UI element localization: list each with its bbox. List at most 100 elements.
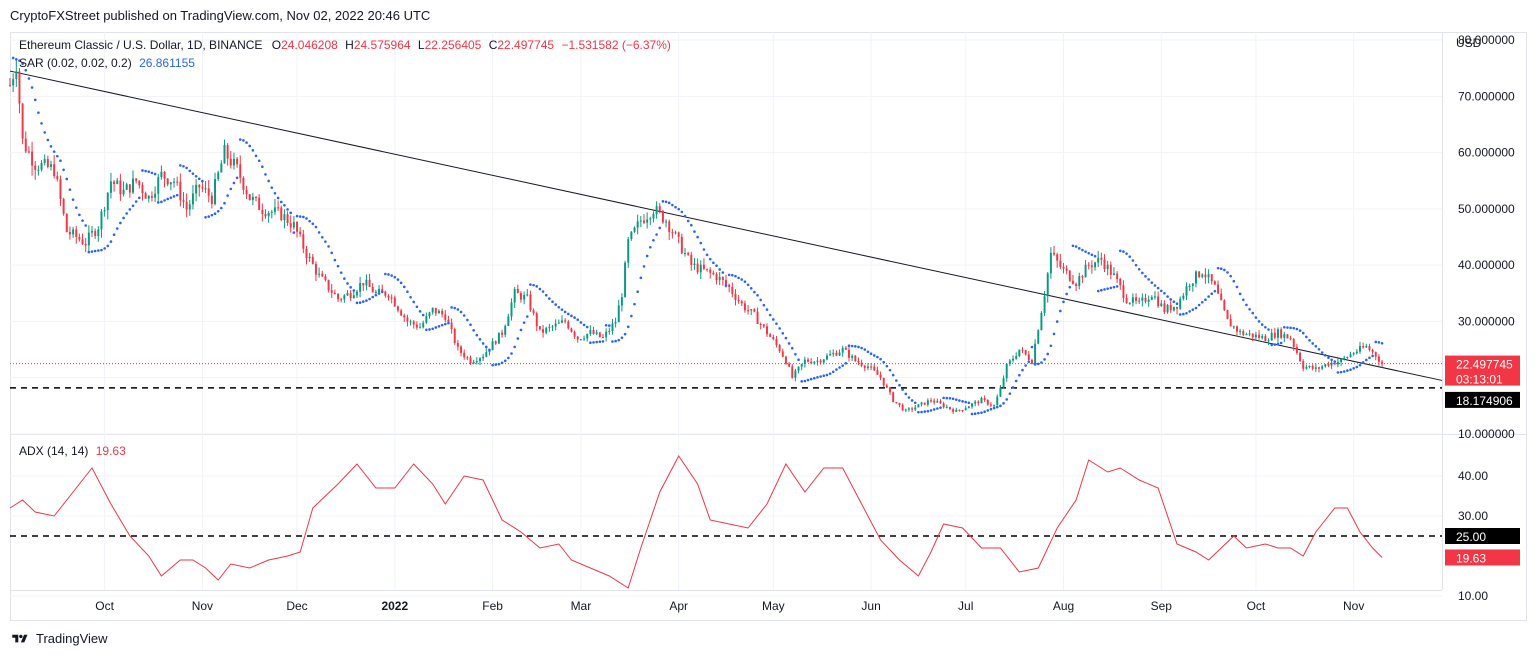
candle — [472, 359, 475, 365]
candle — [788, 362, 791, 368]
candle — [967, 406, 970, 409]
candle — [87, 225, 90, 253]
sar-dot — [1030, 345, 1034, 349]
candle — [1362, 342, 1365, 349]
candle-body — [885, 385, 888, 388]
candle — [1062, 263, 1065, 274]
candle — [1002, 375, 1005, 389]
sar-dot — [746, 283, 750, 287]
candle-body — [441, 310, 444, 315]
candle — [214, 172, 216, 206]
sar-dot — [68, 188, 72, 191]
candle — [838, 349, 841, 357]
candle — [1179, 296, 1182, 310]
candle-body — [128, 184, 131, 193]
candle — [1371, 348, 1374, 355]
footer[interactable]: TradingView — [10, 631, 108, 646]
candle — [996, 394, 999, 406]
candle — [1075, 282, 1078, 292]
candle-body — [346, 293, 349, 296]
candle — [327, 279, 330, 293]
candle-body — [520, 293, 522, 300]
sar-dot — [819, 375, 822, 378]
candle-body — [321, 273, 324, 277]
candle — [684, 248, 686, 257]
candle — [920, 401, 923, 407]
sar-dot — [1270, 343, 1273, 347]
sar-dot — [412, 300, 416, 304]
candle — [412, 320, 415, 329]
candle — [494, 340, 497, 346]
candle-body — [1030, 360, 1033, 364]
candle-body — [762, 324, 765, 327]
candle — [374, 289, 377, 295]
candle-body — [1185, 286, 1188, 296]
sar-dot — [538, 287, 542, 291]
candle-body — [788, 363, 791, 367]
sar-dot — [1052, 332, 1056, 336]
candle-body — [516, 288, 519, 294]
sar-dot — [1279, 341, 1283, 345]
candle-body — [652, 214, 655, 219]
candle-body — [1245, 334, 1248, 336]
sar-dot — [84, 224, 88, 227]
candle — [598, 332, 601, 338]
candle — [106, 192, 109, 220]
sar-dot — [1093, 254, 1097, 258]
sar-dot — [1118, 249, 1122, 253]
legend-change: −1.531582 (−6.37%) — [561, 38, 671, 52]
sar-dot — [245, 141, 248, 144]
candle — [1365, 343, 1368, 349]
candle — [135, 178, 138, 184]
candle — [333, 289, 336, 295]
sar-dot — [759, 298, 762, 302]
candle — [378, 285, 381, 293]
tradingview-logo-icon — [12, 634, 28, 642]
candle-body — [693, 263, 696, 266]
candle — [1182, 293, 1185, 301]
sar-dot — [248, 144, 252, 148]
candle — [740, 299, 743, 306]
candle — [548, 323, 551, 332]
candle-body — [1226, 310, 1229, 320]
sar-dot — [264, 173, 267, 176]
candle-body — [217, 172, 220, 180]
candle — [1245, 332, 1248, 336]
candle — [1377, 354, 1380, 366]
sar-dot — [456, 308, 460, 311]
candle — [1147, 295, 1150, 307]
candle — [794, 368, 797, 382]
candle — [324, 274, 327, 282]
candle-body — [873, 366, 876, 371]
candle — [1068, 270, 1071, 283]
candle-body — [964, 408, 967, 411]
sar-dot — [690, 223, 693, 227]
candle-body — [157, 177, 160, 194]
candle — [706, 268, 709, 272]
candle-body — [1002, 378, 1005, 388]
sar-dot — [847, 344, 851, 347]
candle — [1270, 328, 1273, 341]
candle-body — [592, 329, 595, 335]
candle-body — [43, 158, 46, 164]
candle — [236, 156, 239, 168]
sar-dot — [163, 199, 166, 202]
candle — [1125, 294, 1128, 304]
sar-dot — [1349, 368, 1352, 372]
sar-dot — [907, 396, 911, 399]
candle — [305, 245, 308, 265]
support-price-tag-box — [1445, 391, 1520, 408]
sar-dot — [1153, 284, 1157, 287]
candle-body — [1087, 264, 1090, 266]
candle-body — [854, 355, 857, 362]
candle-body — [630, 231, 633, 240]
candle-body — [277, 207, 280, 209]
sar-dot — [169, 196, 173, 199]
candle-body — [1059, 260, 1062, 267]
sar-dot — [967, 401, 971, 405]
candle-body — [551, 326, 554, 328]
candle — [545, 326, 548, 335]
sar-dot — [406, 290, 409, 294]
candle-body — [1355, 351, 1358, 354]
